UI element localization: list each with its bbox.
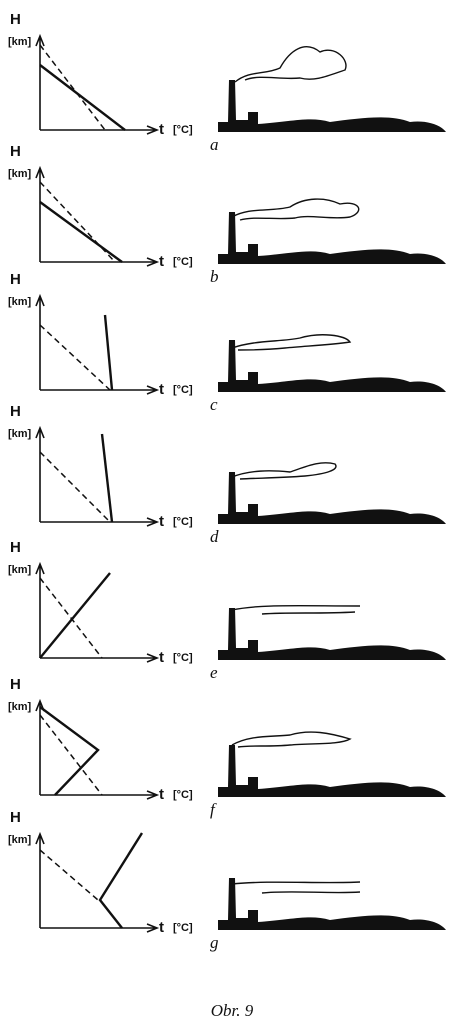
caption: Obr. 9 xyxy=(211,1001,254,1020)
axes xyxy=(35,425,160,527)
adiabatic-line xyxy=(39,451,111,523)
plume xyxy=(231,198,360,221)
y-axis-unit: [km] xyxy=(8,428,32,440)
y-axis-label: H xyxy=(10,676,21,693)
x-axis-label: t xyxy=(159,649,164,666)
plume xyxy=(231,462,337,480)
y-axis-label: H xyxy=(10,11,21,28)
panel-label: e xyxy=(210,663,218,682)
y-axis-label: H xyxy=(10,271,21,288)
adiabatic-line xyxy=(39,44,106,131)
y-axis-label: H xyxy=(10,809,21,826)
landscape xyxy=(218,80,446,132)
x-axis-unit: [°C] xyxy=(173,789,193,801)
y-axis-unit: [km] xyxy=(8,564,32,576)
x-axis-label: t xyxy=(159,513,164,530)
panel-label: b xyxy=(210,267,219,286)
y-axis-unit: [km] xyxy=(8,701,32,713)
y-axis-unit: [km] xyxy=(8,168,32,180)
landscape xyxy=(218,212,446,264)
x-axis-unit: [°C] xyxy=(173,922,193,934)
temperature-profile xyxy=(100,433,114,523)
y-axis-label: H xyxy=(10,403,21,420)
temperature-profile xyxy=(39,201,123,263)
axes xyxy=(35,165,160,267)
x-axis-label: t xyxy=(159,919,164,936)
axes xyxy=(35,293,160,395)
y-axis-unit: [km] xyxy=(8,36,32,48)
landscape xyxy=(218,608,446,660)
adiabatic-line xyxy=(39,714,103,796)
axes xyxy=(35,831,160,933)
temperature-profile xyxy=(103,314,114,391)
y-axis-unit: [km] xyxy=(8,834,32,846)
panel-label: c xyxy=(210,395,218,414)
x-axis-unit: [°C] xyxy=(173,384,193,396)
x-axis-unit: [°C] xyxy=(173,652,193,664)
temperature-profile xyxy=(98,832,144,929)
adiabatic-line xyxy=(39,324,111,391)
y-axis-label: H xyxy=(10,143,21,160)
panel-label: g xyxy=(210,933,219,952)
plume xyxy=(231,334,352,351)
x-axis-unit: [°C] xyxy=(173,256,193,268)
landscape xyxy=(218,340,446,392)
x-axis-unit: [°C] xyxy=(173,516,193,528)
x-axis-label: t xyxy=(159,253,164,270)
adiabatic-line xyxy=(39,849,99,901)
temperature-profile xyxy=(39,64,126,131)
axes xyxy=(35,698,160,800)
panel-label: f xyxy=(210,800,217,819)
axes xyxy=(35,33,160,135)
x-axis-label: t xyxy=(159,121,164,138)
x-axis-label: t xyxy=(159,381,164,398)
temperature-profile xyxy=(39,706,100,796)
x-axis-label: t xyxy=(159,786,164,803)
panel-label: d xyxy=(210,527,219,546)
panel-label: a xyxy=(210,135,219,154)
temperature-profile xyxy=(39,572,111,659)
y-axis-label: H xyxy=(10,539,21,556)
plume xyxy=(234,46,347,83)
adiabatic-line xyxy=(39,577,103,659)
plume xyxy=(231,881,361,894)
axes xyxy=(35,561,160,663)
landscape xyxy=(218,472,446,524)
y-axis-unit: [km] xyxy=(8,296,32,308)
plume xyxy=(231,604,361,615)
plume xyxy=(231,731,352,748)
landscape xyxy=(218,745,446,797)
landscape xyxy=(218,878,446,930)
x-axis-unit: [°C] xyxy=(173,124,193,136)
